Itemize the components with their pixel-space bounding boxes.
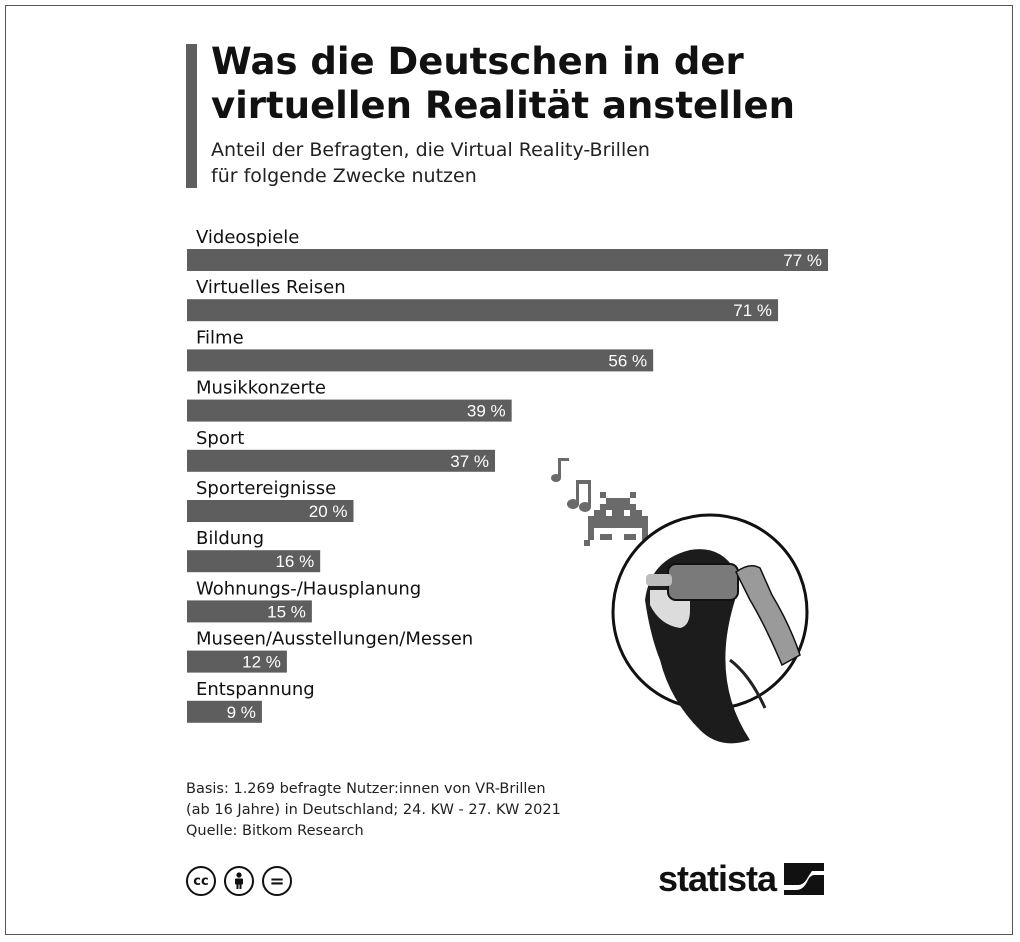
chart-title: Was die Deutschen in der virtuellen Real… [211, 40, 851, 128]
category-label: Filme [196, 327, 244, 348]
nd-equals-icon[interactable]: = [262, 866, 292, 896]
bar [187, 299, 779, 322]
footnote-basis-line-2: (ab 16 Jahre) in Deutschland; 24. KW - 2… [186, 802, 561, 818]
bar [187, 399, 512, 422]
vr-illustration [550, 450, 820, 764]
category-label: Entspannung [196, 679, 315, 700]
chart-title-line-2: virtuellen Realität anstellen [211, 84, 795, 127]
category-label: Sport [196, 428, 244, 449]
bar [187, 550, 321, 573]
title-accent-bar [186, 44, 197, 188]
brand-name: statista [658, 858, 777, 899]
cc-icon[interactable]: cc [186, 866, 216, 896]
footnote-basis-line-1: Basis: 1.269 befragte Nutzer:innen von V… [186, 781, 546, 797]
chart-title-line-1: Was die Deutschen in der [211, 40, 744, 83]
category-label: Bildung [196, 528, 264, 549]
infographic-frame [5, 5, 1013, 935]
category-label: Musikkonzerte [196, 378, 326, 399]
bar [187, 500, 354, 522]
bar [187, 349, 654, 372]
category-label: Videospiele [196, 227, 299, 248]
chart-subtitle: Anteil der Befragten, die Virtual Realit… [211, 137, 771, 189]
data-label: 39 % [467, 402, 506, 421]
footnote-source: Quelle: Bitkom Research [186, 823, 364, 839]
bar [187, 650, 287, 673]
license-icons: cc = [186, 866, 292, 896]
bar [187, 600, 312, 623]
data-label: 9 % [227, 703, 256, 722]
category-label: Wohnungs-/Hausplanung [196, 578, 421, 599]
statista-logo[interactable]: statista [658, 858, 825, 900]
data-label: 56 % [608, 351, 647, 370]
chart-footnote: Basis: 1.269 befragte Nutzer:innen von V… [186, 779, 646, 842]
by-person-icon[interactable] [224, 866, 254, 896]
statista-mark-icon [784, 863, 825, 895]
category-label: Sportereignisse [196, 478, 336, 499]
data-label: 12 % [242, 653, 281, 672]
chart-subtitle-line-1: Anteil der Befragten, die Virtual Realit… [211, 139, 650, 161]
vr-headset-woman-icon [611, 513, 809, 744]
data-label: 16 % [275, 552, 314, 571]
music-note-icon [551, 458, 591, 512]
space-invader-icon [584, 492, 648, 546]
data-label: 77 % [783, 251, 822, 270]
data-label: 20 % [309, 502, 348, 521]
category-label: Virtuelles Reisen [196, 277, 346, 298]
bar [187, 700, 262, 723]
category-label: Museen/Ausstellungen/Messen [196, 629, 473, 650]
data-label: 71 % [733, 301, 772, 320]
data-label: 15 % [267, 602, 306, 621]
data-label: 37 % [450, 452, 489, 471]
bar [187, 249, 828, 271]
chart-subtitle-line-2: für folgende Zwecke nutzen [211, 165, 477, 187]
bar [187, 449, 496, 472]
